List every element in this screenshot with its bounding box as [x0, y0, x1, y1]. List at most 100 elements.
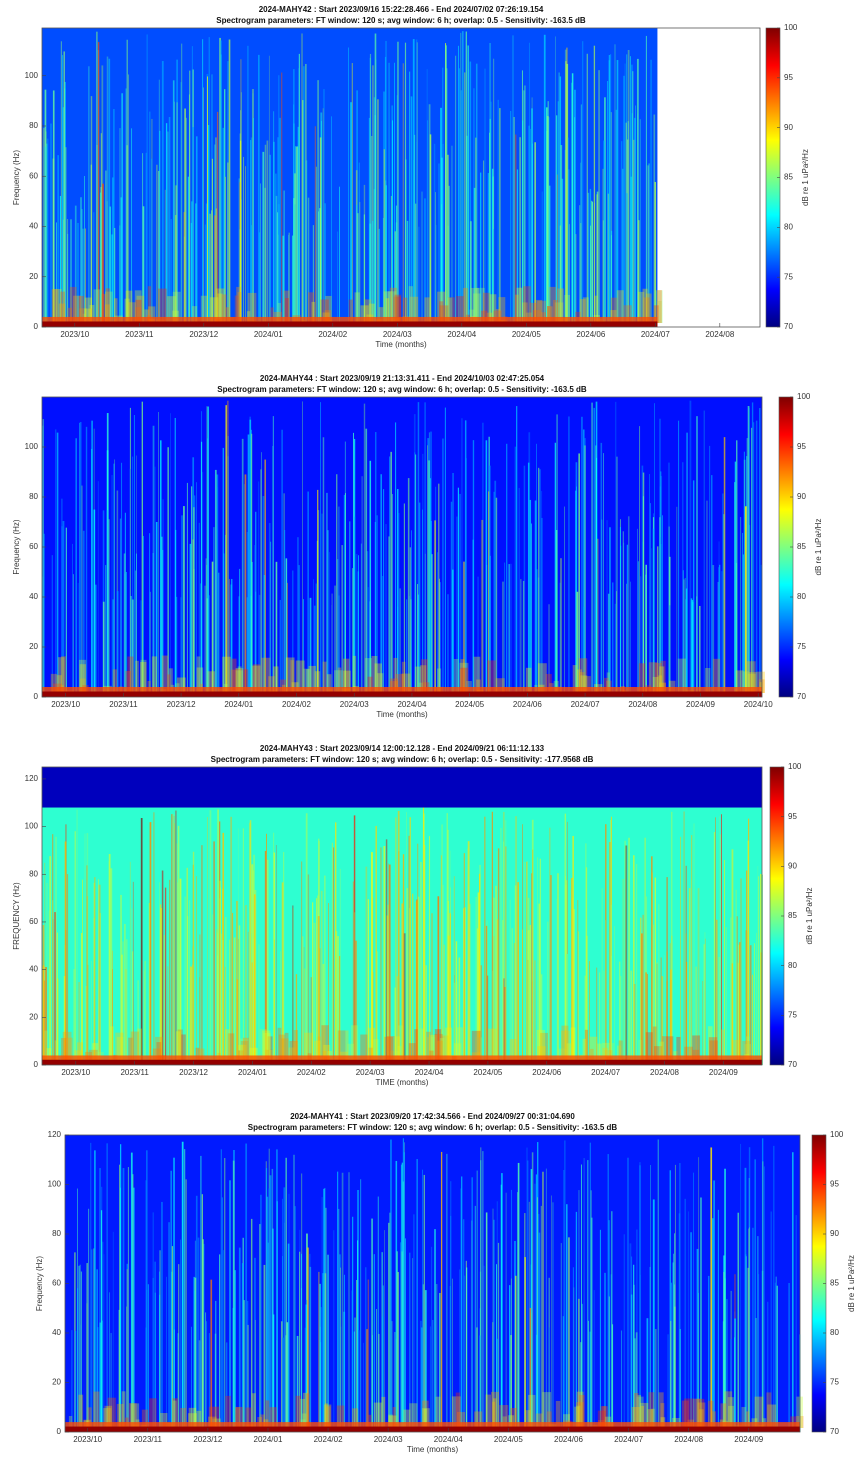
- colorbar-tick-label: 90: [788, 861, 797, 870]
- x-tick-label: 2024/05: [494, 1435, 523, 1444]
- y-tick-label: 40: [52, 1328, 61, 1337]
- colorbar-tick-label: 80: [797, 592, 806, 601]
- y-tick-label: 40: [29, 965, 38, 974]
- colorbar-label: dB re 1 uPa²/Hz: [805, 888, 814, 945]
- x-axis-label: TIME (months): [376, 1078, 429, 1087]
- y-tick-label: 20: [52, 1378, 61, 1387]
- x-tick-label: 2024/06: [554, 1435, 583, 1444]
- x-tick-label: 2024/09: [709, 1068, 738, 1077]
- y-tick-label: 0: [57, 1427, 62, 1436]
- colorbar-tick-label: 95: [784, 73, 793, 82]
- chart-subtitle: Spectrogram parameters: FT window: 120 s…: [211, 755, 594, 764]
- chart-subtitle: Spectrogram parameters: FT window: 120 s…: [248, 1123, 618, 1132]
- colorbar-tick-label: 95: [797, 442, 806, 451]
- x-tick-label: 2024/05: [455, 700, 484, 709]
- x-tick-label: 2024/09: [686, 700, 715, 709]
- x-axis-label: Time (months): [407, 1445, 459, 1454]
- colorbar-tick-label: 70: [784, 322, 793, 331]
- colorbar-tick-label: 85: [830, 1279, 839, 1288]
- x-tick-label: 2024/04: [447, 330, 476, 339]
- x-tick-label: 2024/05: [512, 330, 541, 339]
- y-tick-label: 80: [29, 492, 38, 501]
- colorbar-tick-label: 100: [784, 23, 798, 32]
- x-tick-label: 2024/01: [238, 1068, 267, 1077]
- y-tick-label: 40: [29, 592, 38, 601]
- x-tick-label: 2024/01: [254, 330, 283, 339]
- colorbar-tick-label: 75: [797, 642, 806, 651]
- x-axis-label: Time (months): [376, 710, 428, 719]
- x-tick-label: 2023/11: [125, 330, 154, 339]
- colorbar-tick-label: 90: [797, 492, 806, 501]
- y-tick-label: 20: [29, 1012, 38, 1021]
- x-tick-label: 2024/08: [674, 1435, 703, 1444]
- colorbar-tick-label: 100: [797, 392, 811, 401]
- chart-title: 2024-MAHY44 : Start 2023/09/19 21:13:31.…: [260, 374, 545, 383]
- x-tick-label: 2023/11: [134, 1435, 163, 1444]
- x-tick-label: 2023/10: [61, 1068, 90, 1077]
- x-tick-label: 2023/10: [73, 1435, 102, 1444]
- y-tick-label: 0: [34, 692, 39, 701]
- x-axis-label: Time (months): [375, 340, 427, 349]
- colorbar-tick-label: 70: [797, 692, 806, 701]
- chart-title: 2024-MAHY43 : Start 2023/09/14 12:00:12.…: [260, 744, 545, 753]
- colorbar-tick-label: 95: [830, 1180, 839, 1189]
- colorbar-tick-label: 80: [784, 222, 793, 231]
- y-tick-label: 80: [52, 1229, 61, 1238]
- colorbar-tick-label: 85: [788, 911, 797, 920]
- y-tick-label: 60: [29, 542, 38, 551]
- x-tick-label: 2024/05: [473, 1068, 502, 1077]
- x-tick-label: 2024/02: [282, 700, 311, 709]
- y-tick-label: 100: [48, 1180, 62, 1189]
- plot-frame: [41, 766, 763, 1066]
- colorbar-tick-label: 100: [830, 1130, 844, 1139]
- y-tick-label: 60: [52, 1279, 61, 1288]
- x-tick-label: 2023/10: [60, 330, 89, 339]
- chart-subtitle: Spectrogram parameters: FT window: 120 s…: [216, 16, 586, 25]
- colorbar-tick-label: 75: [830, 1378, 839, 1387]
- x-tick-label: 2023/11: [109, 700, 138, 709]
- colorbar-label: dB re 1 uPa²/Hz: [847, 1255, 855, 1312]
- spectrogram-image: [65, 1135, 804, 1432]
- y-tick-label: 20: [29, 272, 38, 281]
- y-tick-label: 100: [25, 442, 39, 451]
- y-tick-label: 60: [29, 917, 38, 926]
- colorbar-label: dB re 1 uPa²/Hz: [801, 149, 810, 206]
- x-tick-label: 2024/01: [224, 700, 253, 709]
- x-tick-label: 2024/07: [591, 1068, 620, 1077]
- x-tick-label: 2024/08: [650, 1068, 679, 1077]
- x-tick-label: 2024/03: [374, 1435, 403, 1444]
- x-tick-label: 2023/12: [193, 1435, 222, 1444]
- x-tick-label: 2024/03: [383, 330, 412, 339]
- chart-subtitle: Spectrogram parameters: FT window: 120 s…: [217, 385, 587, 394]
- x-tick-label: 2023/12: [179, 1068, 208, 1077]
- x-tick-label: 2024/10: [744, 700, 773, 709]
- y-tick-label: 80: [29, 121, 38, 130]
- x-tick-label: 2024/04: [434, 1435, 463, 1444]
- x-tick-label: 2024/04: [415, 1068, 444, 1077]
- y-axis-label: Frequency (Hz): [12, 150, 21, 205]
- colorbar-tick-label: 70: [788, 1060, 797, 1069]
- colorbar-tick-label: 75: [788, 1010, 797, 1019]
- colorbar-tick-label: 70: [830, 1427, 839, 1436]
- x-tick-label: 2024/06: [532, 1068, 561, 1077]
- y-tick-label: 0: [34, 1060, 39, 1069]
- colorbar-tick-label: 80: [830, 1328, 839, 1337]
- x-tick-label: 2023/12: [189, 330, 218, 339]
- y-tick-label: 60: [29, 171, 38, 180]
- spectrogram-image: [42, 28, 663, 328]
- colorbar-tick-label: 75: [784, 272, 793, 281]
- x-tick-label: 2023/11: [120, 1068, 149, 1077]
- colorbar-tick-label: 90: [830, 1229, 839, 1238]
- x-tick-label: 2024/07: [571, 700, 600, 709]
- y-tick-label: 100: [25, 71, 39, 80]
- x-tick-label: 2024/07: [641, 330, 670, 339]
- x-tick-label: 2024/06: [513, 700, 542, 709]
- chart-title: 2024-MAHY42 : Start 2023/09/16 15:22:28.…: [259, 5, 544, 14]
- y-axis-label: Frequency (Hz): [35, 1256, 44, 1311]
- chart-title: 2024-MAHY41 : Start 2023/09/20 17:42:34.…: [290, 1112, 575, 1121]
- x-tick-label: 2023/10: [51, 700, 80, 709]
- x-tick-label: 2024/08: [628, 700, 657, 709]
- y-axis-label: FREQUENCY (Hz): [12, 882, 21, 950]
- x-tick-label: 2024/08: [705, 330, 734, 339]
